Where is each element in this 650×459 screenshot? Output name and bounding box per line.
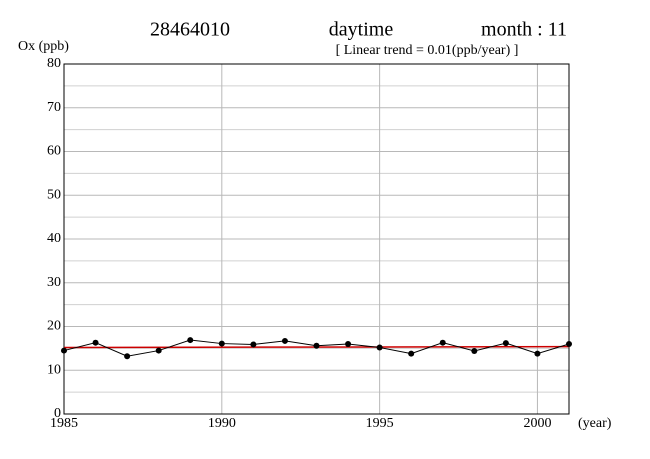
y-tick-label: 20 [47, 319, 61, 334]
chart-title-right: month : 11 [481, 19, 567, 41]
x-tick-label: 1995 [366, 416, 394, 431]
y-tick-label: 0 [54, 406, 61, 421]
data-point [534, 350, 541, 357]
chart-title-mid: daytime [329, 19, 394, 41]
data-point [250, 341, 257, 348]
x-axis-label: (year) [578, 416, 612, 431]
chart-title: 28464010 [150, 19, 230, 41]
data-point [313, 342, 320, 349]
data-point [61, 347, 67, 354]
data-point [92, 339, 99, 346]
y-tick-label: 70 [47, 100, 61, 115]
data-point [566, 341, 572, 347]
data-point [124, 353, 131, 360]
data-point [376, 344, 383, 351]
subtitle: [ Linear trend = 0.01(ppb/year) ] [336, 43, 519, 58]
data-point [502, 340, 509, 347]
data-point [218, 340, 225, 347]
data-point [345, 341, 352, 347]
x-tick-label: 1985 [50, 416, 78, 431]
y-tick-label: 10 [47, 362, 61, 377]
data-point [408, 350, 415, 357]
x-tick-label: 2000 [523, 416, 551, 431]
data-point [471, 348, 478, 354]
data-point [187, 337, 194, 344]
x-tick-label: 1990 [208, 416, 236, 431]
y-tick-label: 60 [47, 144, 61, 159]
data-point [281, 337, 288, 344]
data-point [155, 347, 162, 354]
data-point [439, 339, 446, 346]
y-tick-label: 80 [47, 56, 61, 71]
y-axis-label: Ox (ppb) [18, 39, 69, 54]
y-tick-label: 50 [47, 187, 61, 202]
y-tick-label: 30 [47, 275, 61, 290]
y-tick-label: 40 [47, 231, 61, 246]
plot-frame [63, 63, 570, 415]
